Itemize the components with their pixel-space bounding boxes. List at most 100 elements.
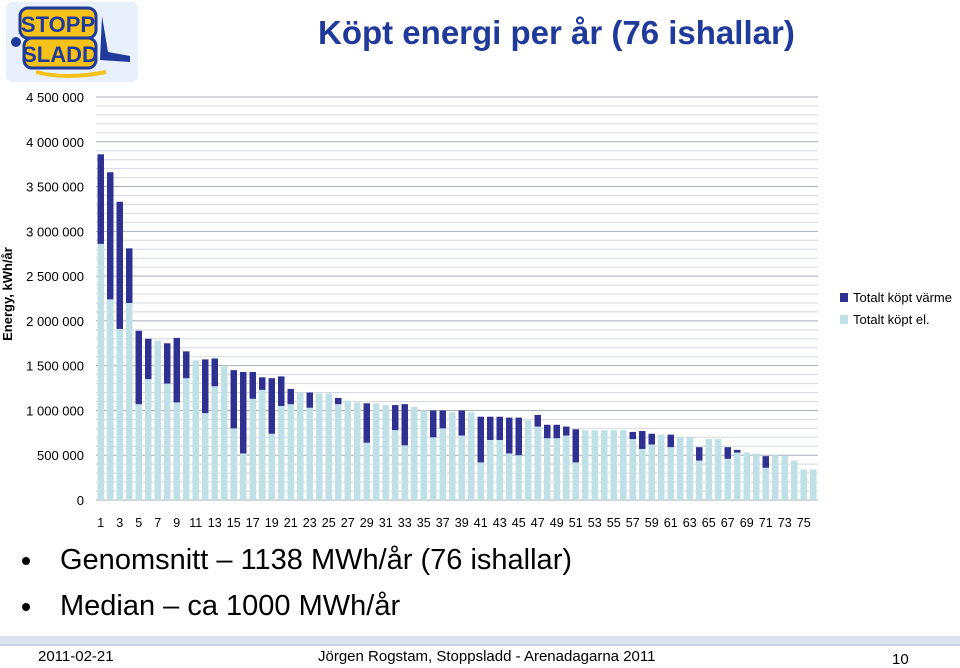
bar-el xyxy=(173,402,180,500)
x-tick-label: 39 xyxy=(455,516,469,530)
bar-el xyxy=(553,438,560,500)
bar-el xyxy=(724,458,731,500)
bar-el xyxy=(686,437,693,500)
bar-el xyxy=(762,467,769,500)
bar-el xyxy=(696,460,703,500)
bullet-average-text: Genomsnitt – 1138 MWh/år (76 ishallar) xyxy=(60,544,573,576)
x-tick-label: 17 xyxy=(246,516,260,530)
x-tick-label: 43 xyxy=(493,516,507,530)
bar-varme xyxy=(534,414,541,427)
bar-el xyxy=(401,445,408,500)
bar-el xyxy=(107,299,114,500)
bar-el xyxy=(420,410,427,500)
bar-el xyxy=(430,437,437,500)
bar-varme xyxy=(563,426,570,436)
bar-varme xyxy=(629,431,636,440)
bar-el xyxy=(572,462,579,500)
bar-el xyxy=(449,412,456,500)
x-tick-label: 15 xyxy=(227,516,241,530)
bar-el xyxy=(629,439,636,500)
x-tick-label: 7 xyxy=(154,516,161,530)
x-tick-label: 23 xyxy=(303,516,317,530)
bar-el xyxy=(240,453,247,500)
bar-varme xyxy=(553,424,560,439)
x-tick-label: 45 xyxy=(512,516,526,530)
logo-text-stopp: STOPP xyxy=(21,12,95,37)
bar-el xyxy=(582,430,589,500)
x-tick-label: 75 xyxy=(797,516,811,530)
x-tick-label: 49 xyxy=(550,516,564,530)
bar-varme xyxy=(734,449,741,453)
x-tick-label: 57 xyxy=(626,516,640,530)
x-tick-label: 27 xyxy=(341,516,355,530)
bar-varme xyxy=(363,403,370,443)
bar-el xyxy=(135,404,142,500)
bar-varme xyxy=(116,201,123,329)
bar-varme xyxy=(496,416,503,440)
bar-el xyxy=(715,439,722,500)
bar-el xyxy=(591,430,598,500)
y-tick-label: 1 000 000 xyxy=(26,403,84,418)
bar-el xyxy=(525,420,532,500)
y-tick-label: 1 500 000 xyxy=(26,359,84,374)
bar-el xyxy=(221,366,228,500)
y-tick-label: 4 000 000 xyxy=(26,135,84,150)
bar-varme xyxy=(164,343,171,384)
bar-varme xyxy=(335,397,342,405)
bar-varme xyxy=(240,371,247,454)
bar-el xyxy=(772,455,779,500)
bar-el xyxy=(734,452,741,500)
bar-el xyxy=(192,360,199,500)
bar-el xyxy=(183,378,190,500)
x-tick-label: 35 xyxy=(417,516,431,530)
legend-swatch xyxy=(840,315,848,324)
bar-el xyxy=(97,243,104,501)
y-tick-label: 3 500 000 xyxy=(26,180,84,195)
x-tick-label: 19 xyxy=(265,516,279,530)
bullet-list: Genomsnitt – 1138 MWh/år (76 ishallar) M… xyxy=(22,540,572,632)
bar-el xyxy=(439,428,446,500)
bar-varme xyxy=(249,371,256,399)
x-tick-label: 1 xyxy=(97,516,104,530)
bar-el xyxy=(230,428,237,500)
x-tick-label: 41 xyxy=(474,516,488,530)
bar-varme xyxy=(762,456,769,468)
bar-el xyxy=(648,444,655,500)
bar-varme xyxy=(173,337,180,403)
bar-el xyxy=(259,389,266,500)
bar-varme xyxy=(477,416,484,463)
bar-varme xyxy=(401,404,408,446)
logo-text-sladd: SLADD xyxy=(22,42,98,67)
bar-varme xyxy=(724,447,731,459)
footer-divider-line xyxy=(0,644,960,646)
footer-date: 2011-02-21 xyxy=(38,648,114,665)
bar-el xyxy=(705,439,712,500)
bar-varme xyxy=(202,359,209,414)
bar-el xyxy=(126,302,133,500)
y-tick-label: 2 000 000 xyxy=(26,314,84,329)
bar-el xyxy=(268,433,275,500)
x-tick-label: 25 xyxy=(322,516,336,530)
bar-el xyxy=(515,455,522,500)
x-tick-label: 47 xyxy=(531,516,545,530)
bar-varme xyxy=(544,424,551,439)
stoppsladd-logo: STOPP SLADD xyxy=(6,2,138,82)
bar-varme xyxy=(648,433,655,445)
y-tick-label: 2 500 000 xyxy=(26,269,84,284)
bar-varme xyxy=(135,330,142,405)
bar-varme xyxy=(458,410,465,436)
bar-el xyxy=(563,435,570,500)
bar-varme xyxy=(639,431,646,449)
x-tick-label: 51 xyxy=(569,516,583,530)
legend-label: Totalt köpt värme xyxy=(853,290,952,305)
energy-bar-chart: 0 500 000 1 000 000 1 500 000 2 000 000 2 500… xyxy=(0,90,952,530)
bar-el xyxy=(287,404,294,500)
bar-el xyxy=(477,462,484,500)
y-tick-label: 0 xyxy=(77,493,84,508)
bar-varme xyxy=(126,248,133,303)
bar-el xyxy=(211,386,218,500)
x-tick-label: 5 xyxy=(135,516,142,530)
x-tick-label: 11 xyxy=(189,516,202,530)
y-axis-label: Energy, kWh/år xyxy=(0,247,15,341)
bar-varme xyxy=(515,417,522,456)
